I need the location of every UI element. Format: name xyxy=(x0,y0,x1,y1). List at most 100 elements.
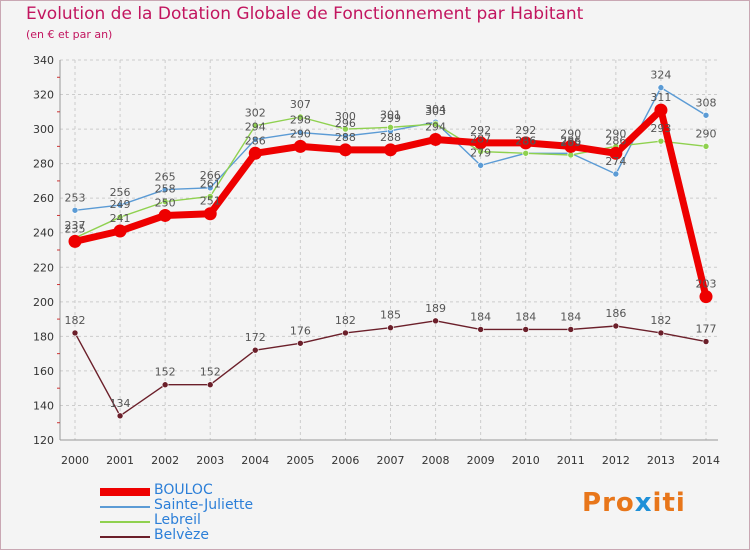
data-label: 261 xyxy=(200,177,221,190)
data-label: 324 xyxy=(650,69,671,82)
data-point xyxy=(206,184,214,192)
data-point xyxy=(342,329,349,337)
data-label: 182 xyxy=(335,314,356,327)
y-tick-label: 340 xyxy=(33,54,54,67)
data-label: 296 xyxy=(335,117,356,130)
data-label: 285 xyxy=(560,136,581,149)
data-point xyxy=(297,113,304,121)
x-tick-label: 2000 xyxy=(61,454,89,467)
y-tick-label: 320 xyxy=(33,89,54,102)
data-point xyxy=(251,136,259,143)
data-label: 288 xyxy=(335,131,356,144)
x-tick-label: 2010 xyxy=(512,454,540,467)
data-point xyxy=(564,139,578,153)
data-label: 304 xyxy=(425,103,446,116)
data-label: 184 xyxy=(470,310,491,323)
data-point xyxy=(68,234,82,248)
data-point xyxy=(161,198,169,205)
data-label: 203 xyxy=(696,278,717,291)
data-point xyxy=(474,136,488,150)
data-point xyxy=(432,317,439,325)
data-label: 184 xyxy=(560,310,581,323)
data-point xyxy=(116,412,124,420)
data-label: 293 xyxy=(650,122,671,135)
data-label: 134 xyxy=(110,397,131,410)
data-label: 286 xyxy=(515,134,536,147)
data-point xyxy=(158,208,172,222)
data-label: 241 xyxy=(110,212,131,225)
x-tick-label: 2001 xyxy=(106,454,134,467)
data-point xyxy=(297,339,304,347)
data-point xyxy=(342,125,349,133)
data-label: 288 xyxy=(380,131,401,144)
x-tick-label: 2004 xyxy=(241,454,269,467)
data-label: 184 xyxy=(515,310,536,323)
data-point xyxy=(203,207,217,221)
data-point xyxy=(248,146,262,160)
data-label: 290 xyxy=(290,127,311,140)
x-tick-label: 2014 xyxy=(692,454,720,467)
data-label: 300 xyxy=(335,110,356,123)
legend-label: Lebreil xyxy=(154,512,201,528)
legend-label: Belvèze xyxy=(154,527,209,543)
legend-swatch xyxy=(100,536,150,538)
x-tick-label: 2012 xyxy=(602,454,630,467)
x-tick-label: 2008 xyxy=(422,454,450,467)
data-label: 307 xyxy=(290,98,311,111)
data-label: 286 xyxy=(560,134,581,147)
x-tick-label: 2013 xyxy=(647,454,675,467)
y-tick-label: 220 xyxy=(33,261,54,274)
data-point xyxy=(654,103,668,117)
data-point xyxy=(657,84,665,91)
data-point xyxy=(113,224,127,238)
data-label: 279 xyxy=(470,146,491,159)
data-label: 286 xyxy=(605,134,626,147)
proxiti-logo: Proxiti xyxy=(582,488,686,518)
data-label: 299 xyxy=(380,112,401,125)
data-label: 253 xyxy=(65,191,86,204)
data-label: 250 xyxy=(155,196,176,209)
y-tick-label: 300 xyxy=(33,123,54,136)
data-label: 303 xyxy=(425,105,446,118)
data-point xyxy=(71,329,79,337)
data-point xyxy=(522,326,530,333)
y-tick-label: 280 xyxy=(33,158,54,171)
x-tick-label: 2009 xyxy=(467,454,495,467)
data-label: 152 xyxy=(200,366,221,379)
data-point xyxy=(116,213,124,221)
data-label: 302 xyxy=(245,107,266,120)
data-label: 294 xyxy=(425,120,446,133)
y-tick-label: 140 xyxy=(33,399,54,412)
data-point xyxy=(71,206,79,214)
data-point xyxy=(567,151,575,159)
data-point xyxy=(251,346,259,354)
data-label: 311 xyxy=(650,91,671,104)
data-labels: 253 256 265 266 294 298 296 299 304 279 286 286 274 3… xyxy=(65,69,717,410)
data-point xyxy=(116,201,124,209)
data-label: 177 xyxy=(696,323,717,336)
data-point xyxy=(297,129,304,136)
data-point xyxy=(702,338,710,345)
data-label: 290 xyxy=(560,127,581,140)
data-label: 172 xyxy=(245,331,266,344)
x-tick-label: 2011 xyxy=(557,454,585,467)
legend-swatch xyxy=(100,488,150,496)
y-tick-label: 240 xyxy=(33,227,54,240)
data-point xyxy=(657,137,665,145)
data-point xyxy=(519,136,533,150)
data-label: 298 xyxy=(290,114,311,127)
y-tick-label: 160 xyxy=(33,365,54,378)
data-point xyxy=(251,122,259,129)
data-point xyxy=(161,186,169,193)
axes: 120 140 160 180 200 220 240 260 280 300 320 340 2000… xyxy=(33,54,720,467)
data-label: 290 xyxy=(605,127,626,140)
y-tick-label: 120 xyxy=(33,434,54,447)
y-tick-label: 260 xyxy=(33,192,54,205)
data-point xyxy=(293,139,307,153)
data-label: 237 xyxy=(65,219,86,232)
data-label: 287 xyxy=(470,133,491,146)
data-point xyxy=(342,132,349,140)
data-point xyxy=(609,146,623,160)
data-point xyxy=(702,111,710,119)
